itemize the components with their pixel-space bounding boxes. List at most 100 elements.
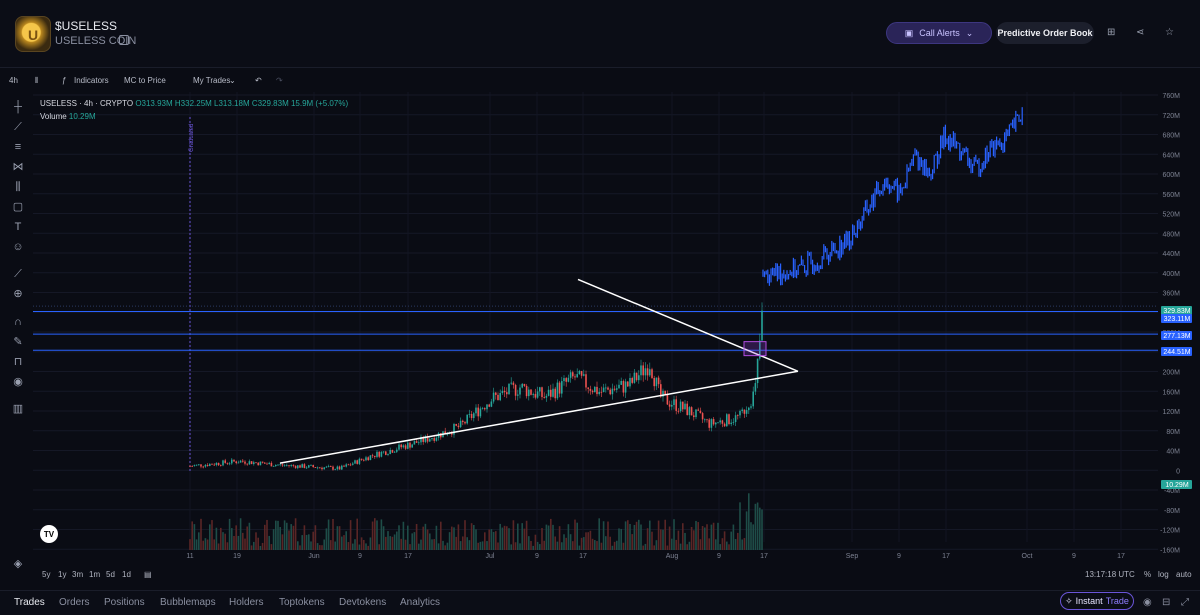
tab-analytics[interactable]: Analytics: [400, 597, 441, 608]
rectangle-icon[interactable]: ▢: [12, 201, 24, 213]
tab-trades[interactable]: Trades: [14, 597, 45, 608]
candle-body: [602, 387, 605, 393]
pattern-icon[interactable]: ⋈: [12, 161, 24, 173]
candle-body: [338, 466, 341, 470]
trash-icon[interactable]: ▥: [12, 403, 24, 415]
range-1d[interactable]: 1d: [122, 570, 131, 579]
tab-bubblemaps[interactable]: Bubblemaps: [160, 597, 216, 608]
volume-bar: [261, 542, 264, 550]
candle-body: [666, 394, 669, 405]
tab-toptokens[interactable]: Toptokens: [279, 597, 325, 608]
y-tick-label: -160M: [1160, 547, 1180, 554]
candle-body: [286, 465, 288, 467]
range-3m[interactable]: 3m: [72, 570, 84, 579]
volume-bar: [268, 535, 270, 550]
y-tick-label: 440M: [1162, 251, 1180, 258]
volume-bar: [217, 543, 220, 550]
undo-icon[interactable]: ↶: [255, 76, 262, 85]
fullscreen-icon[interactable]: ⤢: [1181, 597, 1189, 608]
x-tick-label: 19: [233, 553, 241, 560]
volume-bar: [308, 534, 310, 550]
my-trades-dropdown[interactable]: My Trades: [193, 76, 231, 85]
eye-icon[interactable]: ◉: [13, 376, 23, 388]
candle-body: [759, 340, 761, 359]
y-tick-label: 360M: [1162, 291, 1180, 298]
pencil-lock-icon[interactable]: ✎: [13, 336, 23, 348]
candle-body: [228, 463, 231, 465]
grid-icon[interactable]: ⊞: [1107, 27, 1116, 38]
range-5d[interactable]: 5d: [106, 570, 115, 579]
volume-bar: [495, 531, 497, 550]
range-1m[interactable]: 1m: [89, 570, 101, 579]
predictive-order-book-button[interactable]: Predictive Order Book: [996, 22, 1094, 44]
price-label: 244.51M: [1163, 349, 1190, 356]
volume-bar: [424, 523, 427, 550]
share-icon[interactable]: ⋖: [1136, 27, 1145, 38]
candle-type-icon[interactable]: ⫴: [35, 76, 39, 85]
eye-icon[interactable]: ◉: [1143, 597, 1152, 608]
candle-body: [745, 410, 748, 414]
candle-body: [264, 462, 266, 464]
price-chart[interactable]: 760M 720M 680M 640M 600M 560M 520M 480M 440M 400M…: [33, 92, 1193, 560]
calendar-icon[interactable]: ▤: [144, 570, 152, 579]
volume-bar: [226, 542, 229, 550]
tab-devtokens[interactable]: Devtokens: [339, 597, 387, 608]
volume-bar: [677, 530, 680, 550]
text-icon[interactable]: T: [14, 221, 22, 233]
ruler-icon[interactable]: ⟋: [14, 268, 22, 280]
volume-bar: [347, 542, 350, 550]
percent-toggle[interactable]: %: [1144, 570, 1152, 579]
volume-bar: [732, 524, 735, 550]
candle-body: [517, 394, 519, 396]
minimize-icon[interactable]: ⊟: [1162, 597, 1171, 608]
crosshair-icon[interactable]: ┼: [14, 101, 22, 113]
interval-selector[interactable]: 4h: [9, 76, 18, 85]
copy-icon[interactable]: [119, 35, 129, 45]
range-5y[interactable]: 5y: [42, 570, 51, 579]
prediction-icon[interactable]: ⫼: [15, 181, 21, 193]
lock-icon[interactable]: ⊓: [13, 356, 23, 368]
mc-to-price-button[interactable]: MC to Price: [124, 76, 166, 85]
zoom-icon[interactable]: ⊕: [13, 288, 23, 300]
volume-bar: [352, 543, 354, 550]
candle-body: [569, 372, 572, 378]
call-alerts-button[interactable]: ▣ Call Alerts ⌄: [886, 22, 992, 44]
candle-body: [365, 457, 367, 461]
x-tick-label: Jun: [308, 553, 319, 560]
tab-orders[interactable]: Orders: [59, 597, 90, 608]
trendline-icon[interactable]: ⟋: [14, 121, 22, 133]
redo-icon[interactable]: ↷: [276, 76, 283, 85]
candle-body: [651, 369, 653, 378]
log-toggle[interactable]: log: [1158, 570, 1169, 579]
volume-bar: [468, 540, 471, 550]
instant-trade-button[interactable]: ✧ Instant Trade: [1060, 592, 1134, 610]
star-icon[interactable]: ☆: [1165, 27, 1174, 38]
volume-label: Volume: [40, 112, 67, 121]
layers-icon[interactable]: ◈: [13, 558, 23, 570]
volume-bar: [283, 520, 286, 550]
auto-toggle[interactable]: auto: [1176, 570, 1192, 579]
tab-positions[interactable]: Positions: [104, 597, 145, 608]
chart-toolbar: 4h ⫴ ƒ Indicators MC to Price My Trades …: [0, 71, 1200, 91]
candle-body: [761, 310, 763, 341]
magnet-icon[interactable]: ∩: [14, 316, 22, 328]
bolt-icon: ✧: [1065, 595, 1073, 606]
volume-bar: [499, 523, 501, 550]
volume-bar: [393, 534, 396, 550]
volume-bar: [565, 537, 567, 550]
candle-body: [277, 464, 279, 466]
tab-holders[interactable]: Holders: [229, 597, 264, 608]
price-label-bg: [1161, 347, 1192, 356]
volume-bar: [292, 525, 295, 550]
volume-bar: [402, 521, 405, 550]
candle-body: [475, 407, 477, 414]
volume-bar: [336, 526, 339, 550]
volume-bar: [686, 544, 688, 550]
fib-icon[interactable]: ≡: [14, 141, 22, 153]
range-1y[interactable]: 1y: [58, 570, 67, 579]
emoji-icon[interactable]: ☺: [12, 241, 24, 253]
candle-body: [697, 409, 699, 411]
indicators-button[interactable]: Indicators: [74, 76, 109, 85]
volume-bar: [671, 538, 673, 550]
x-tick-label: Oct: [1022, 553, 1033, 560]
